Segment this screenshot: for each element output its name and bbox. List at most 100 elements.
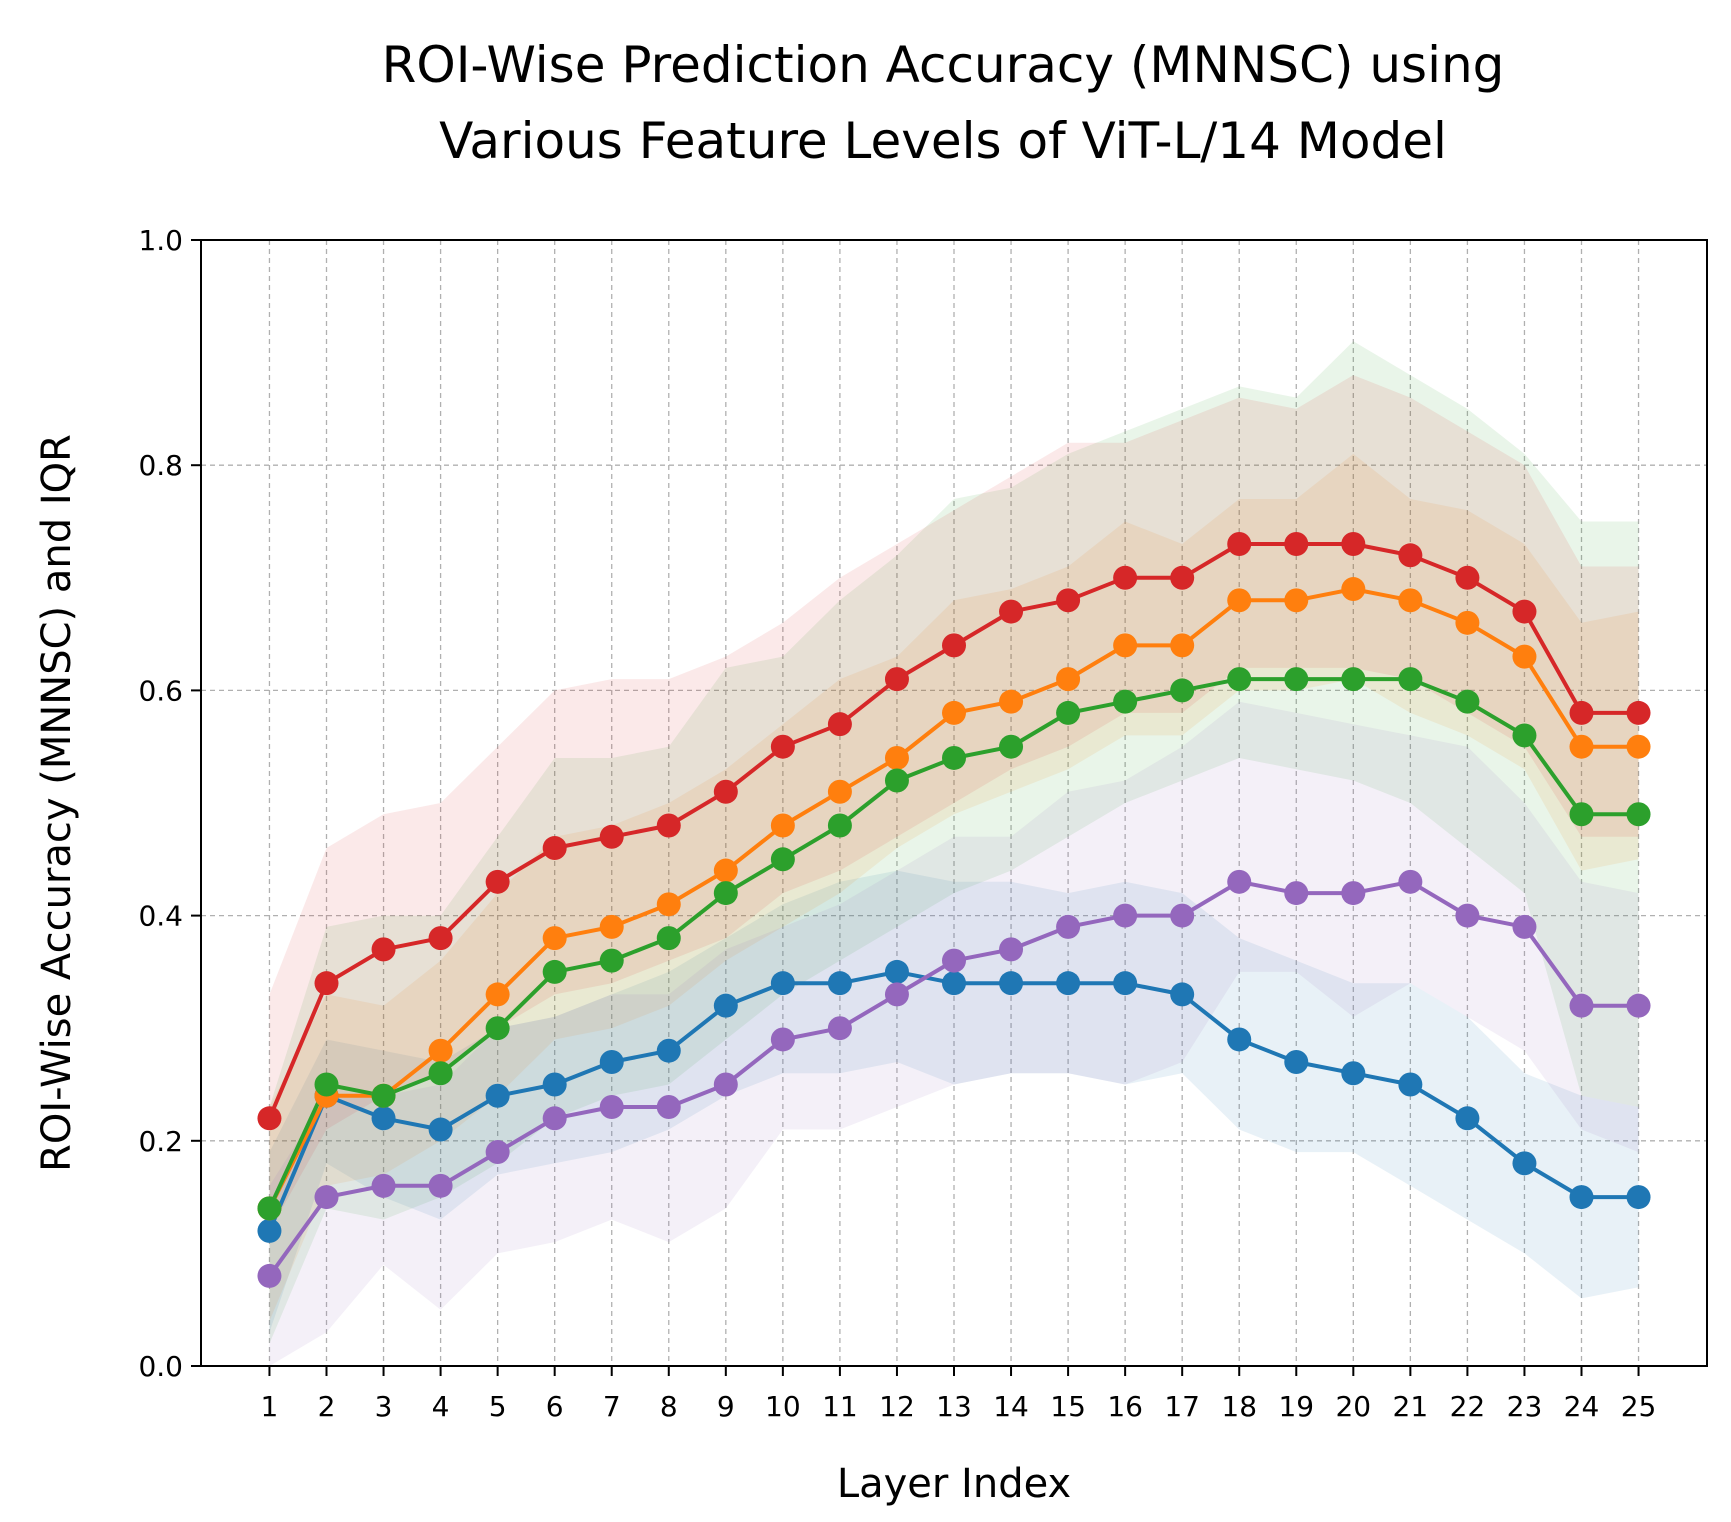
data-point [1626,802,1651,827]
data-point [1341,532,1366,557]
data-point [371,1173,396,1198]
data-point [770,813,795,838]
chart-title: ROI-Wise Prediction Accuracy (MNNSC) usi… [382,36,1505,170]
data-point [1113,903,1138,928]
x-tick-label: 2 [318,1390,336,1423]
data-point [485,869,510,894]
y-tick-label: 0.8 [138,449,183,482]
x-tick-label: 11 [822,1390,858,1423]
x-tick-label: 20 [1335,1390,1371,1423]
data-point [1056,588,1081,613]
data-point [257,1218,282,1243]
data-point [1170,678,1195,703]
data-point [428,1061,453,1086]
data-point [884,667,909,692]
data-point [542,1072,567,1097]
x-tick-label: 3 [375,1390,393,1423]
x-tick-label: 16 [1107,1390,1143,1423]
series-markers-3 [257,667,1651,1221]
data-point [1284,1049,1309,1074]
iqr-band-series-1 [269,870,1639,1333]
data-point [1398,543,1423,568]
data-point [1227,869,1252,894]
data-point [485,1083,510,1108]
data-point [1284,667,1309,692]
data-point [1113,633,1138,658]
chart-title-line-1: ROI-Wise Prediction Accuracy (MNNSC) usi… [382,36,1505,94]
x-tick-label: 18 [1221,1390,1257,1423]
data-point [599,1095,624,1120]
y-tick-label: 0.0 [138,1350,183,1383]
data-point [827,779,852,804]
data-point [314,1185,339,1210]
data-point [1170,565,1195,590]
data-point [1455,903,1480,928]
data-point [1170,982,1195,1007]
data-point [1284,588,1309,613]
data-point [1455,689,1480,714]
data-point [1056,667,1081,692]
data-point [713,1072,738,1097]
data-point [656,813,681,838]
data-point [428,1117,453,1142]
data-point [999,734,1024,759]
data-point [1569,993,1594,1018]
data-point [599,948,624,973]
data-point [770,734,795,759]
data-point [1398,869,1423,894]
data-point [1113,971,1138,996]
data-point [1113,565,1138,590]
data-point [942,633,966,658]
data-point [1398,667,1423,692]
chart-title-line-2: Various Feature Levels of ViT-L/14 Model [439,112,1447,170]
x-tick-label: 4 [432,1390,450,1423]
x-tick-label: 9 [717,1390,735,1423]
data-point [1569,802,1594,827]
data-point [1455,565,1480,590]
data-point [257,1196,282,1221]
data-point [371,1083,396,1108]
x-tick-label: 23 [1507,1390,1543,1423]
data-point [599,824,624,849]
x-tick-label: 12 [879,1390,915,1423]
data-point [542,959,567,984]
data-point [485,982,510,1007]
data-point [1512,723,1537,748]
data-point [827,971,852,996]
data-point [371,937,396,962]
data-point [1056,700,1081,725]
data-point [1455,610,1480,635]
data-point [1341,667,1366,692]
y-tick-label: 0.2 [138,1125,183,1158]
data-point [1512,644,1537,669]
data-point [599,1049,624,1074]
data-point [713,779,738,804]
data-point [713,993,738,1018]
data-point [656,1095,681,1120]
data-point [1056,914,1081,939]
x-tick-label: 15 [1050,1390,1086,1423]
data-point [1170,633,1195,658]
data-point [999,937,1024,962]
y-tick-label: 0.4 [138,900,183,933]
x-tick-label: 13 [936,1390,972,1423]
data-point [770,1027,795,1052]
x-tick-label: 5 [489,1390,507,1423]
data-point [827,1016,852,1041]
data-point [314,1072,339,1097]
data-point [1398,588,1423,613]
series-markers [257,532,1651,1288]
data-point [1569,1185,1594,1210]
x-axis-label: Layer Index [837,1461,1071,1507]
data-point [656,926,681,951]
data-point [1284,532,1309,557]
data-point [713,858,738,883]
data-point [827,813,852,838]
x-tick-label: 24 [1564,1390,1600,1423]
data-point [1569,734,1594,759]
x-tick-label: 17 [1164,1390,1200,1423]
data-point [314,971,339,996]
series-markers-4 [257,532,1651,1131]
data-point [827,712,852,737]
x-tick-label: 7 [603,1390,621,1423]
